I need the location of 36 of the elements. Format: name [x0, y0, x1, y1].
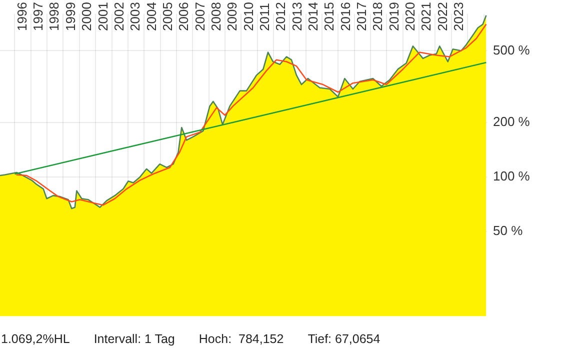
x-tick-label: 2009 — [224, 2, 240, 31]
x-tick-label: 2010 — [240, 2, 256, 31]
x-tick-label: 2004 — [144, 2, 159, 31]
x-tick-label: 2016 — [338, 2, 353, 31]
text: Tief: 67,0654 — [308, 331, 380, 348]
x-tick-label: 2023 — [451, 2, 466, 31]
x-tick-label: 2015 — [322, 2, 337, 31]
text: 1.069,2%HL — [1, 331, 70, 348]
x-tick-label: 2013 — [289, 2, 304, 31]
x-tick-label: 2005 — [160, 2, 175, 31]
x-tick-label: 2002 — [111, 2, 126, 31]
x-tick-label: 1997 — [30, 2, 46, 31]
x-tick-label: 2007 — [192, 2, 208, 31]
y-tick-label: 50 % — [493, 223, 524, 238]
y-tick-label: 500 % — [493, 42, 530, 58]
x-tick-label: 1998 — [46, 2, 62, 31]
y-tick-label: 100 % — [493, 168, 530, 184]
x-tick-label: 2017 — [354, 2, 370, 31]
x-tick-label: 2000 — [79, 2, 94, 31]
text: Intervall: 1 Tag — [94, 331, 175, 348]
x-tick-label: 2001 — [95, 2, 110, 31]
x-tick-label: 1999 — [62, 2, 78, 31]
x-tick-label: 1996 — [14, 2, 30, 31]
x-tick-label: 2014 — [306, 2, 321, 31]
x-tick-label: 2008 — [208, 2, 224, 31]
x-tick-label: 2021 — [418, 2, 434, 31]
text: Hoch: 784,152 — [198, 331, 284, 348]
x-tick-label: 2006 — [176, 2, 192, 31]
x-tick-label: 2003 — [128, 2, 143, 31]
x-tick-label: 2018 — [370, 2, 386, 31]
x-tick-label: 2011 — [256, 3, 272, 31]
x-tick-label: 2012 — [273, 2, 288, 31]
x-tick-label: 2019 — [386, 2, 402, 31]
x-tick-label: 2020 — [402, 2, 418, 31]
y-tick-label: 200 % — [493, 114, 530, 130]
x-tick-label: 2022 — [434, 2, 450, 31]
